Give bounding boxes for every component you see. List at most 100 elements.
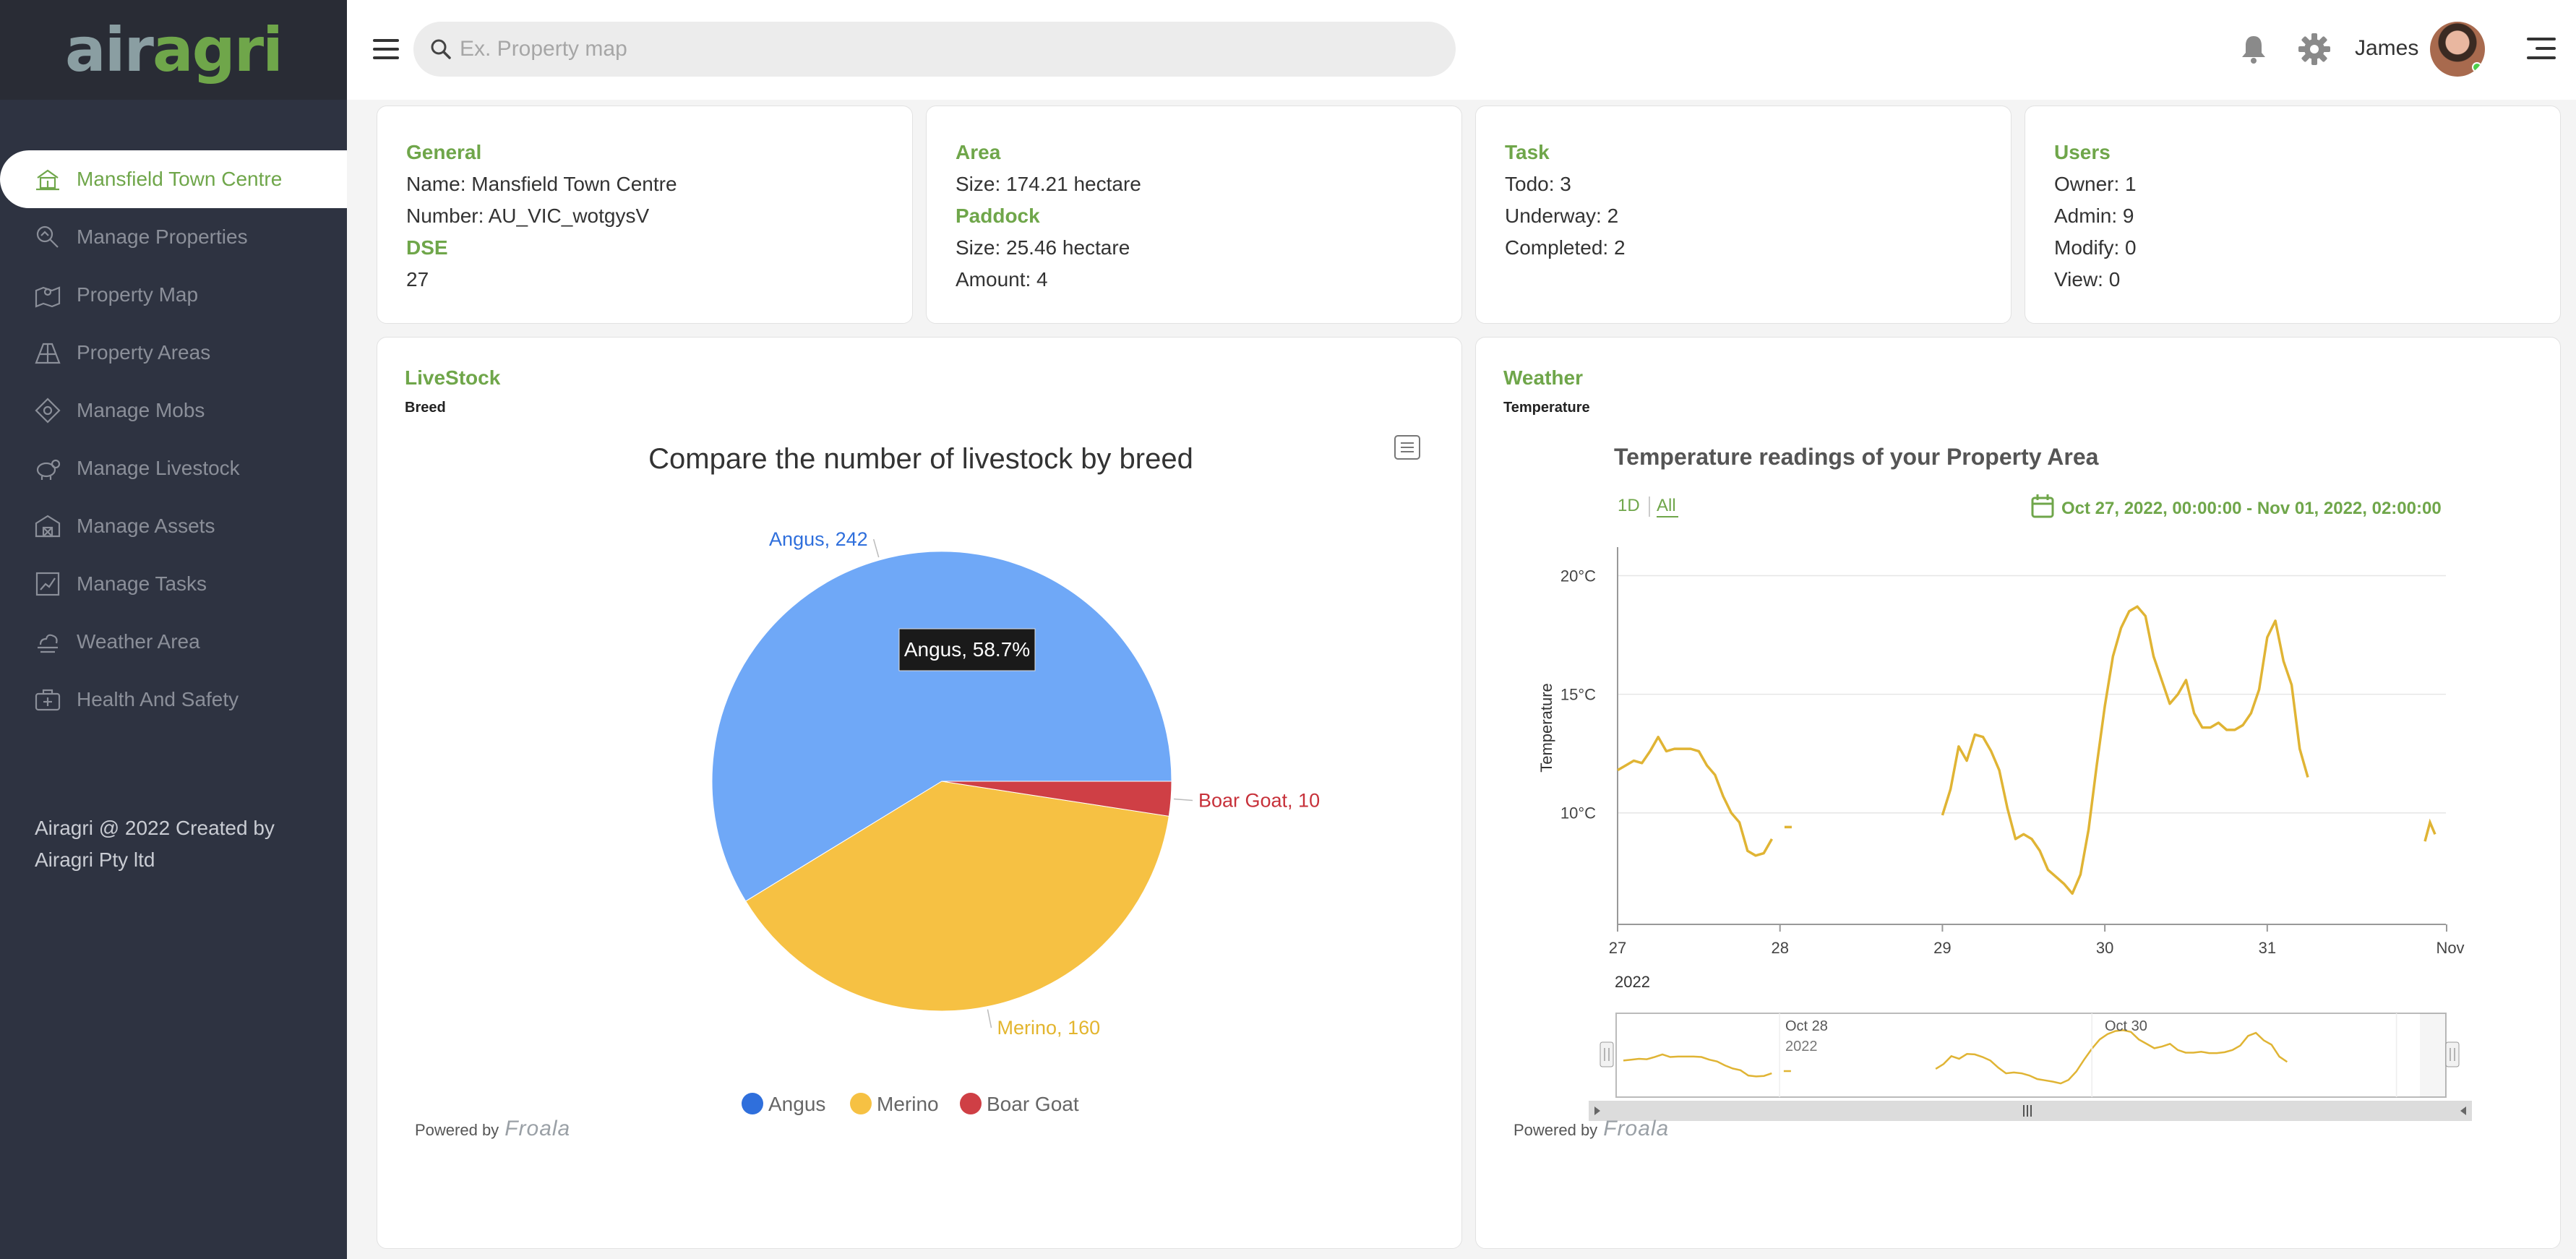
mob-icon <box>33 396 62 425</box>
weather-powered-by[interactable]: Powered by Froala <box>1514 1117 1670 1140</box>
y-tick-label: 15°C <box>1560 686 1596 704</box>
temp-chart-title: Temperature readings of your Property Ar… <box>1614 444 2099 470</box>
online-status-dot <box>2472 62 2482 72</box>
sidebar-item-manage-tasks[interactable]: Manage Tasks <box>0 555 347 613</box>
farmhouse-icon <box>33 165 62 194</box>
pie-slice-boar-goat[interactable] <box>941 781 1172 817</box>
time-navigator[interactable]: Oct 28 2022 Oct 30 <box>1600 1013 2460 1098</box>
scroll-right-arrow-icon[interactable] <box>2460 1107 2466 1115</box>
legend-marker <box>850 1093 872 1114</box>
sidebar-item-weather-area[interactable]: Weather Area <box>0 613 347 671</box>
username[interactable]: James <box>2355 36 2419 60</box>
temperature-series-tail <box>2423 818 2437 842</box>
general-card: General Name: Mansfield Town Centre Numb… <box>377 106 913 324</box>
task-underway: Underway: 2 <box>1505 205 1619 227</box>
sidebar-item-label: Property Areas <box>77 341 211 364</box>
sidebar-item-manage-assets[interactable]: Manage Assets <box>0 497 347 555</box>
task-todo: Todo: 3 <box>1505 173 1571 195</box>
pie-slice-merino[interactable] <box>745 781 1169 1012</box>
pie-slice-angus[interactable] <box>711 551 1172 902</box>
users-title: Users <box>2054 141 2111 163</box>
sidebar-item-manage-properties[interactable]: Manage Properties <box>0 208 347 266</box>
users-owner: Owner: 1 <box>2054 173 2137 195</box>
hamburger-menu-icon[interactable] <box>373 39 399 59</box>
paddock-amount: Amount: 4 <box>956 268 1048 291</box>
livestock-powered-by[interactable]: Powered by Froala <box>415 1117 571 1140</box>
chart-menu-icon[interactable] <box>1394 435 1420 460</box>
legend-label: Angus <box>768 1093 825 1115</box>
legend-item-merino[interactable]: Merino <box>850 1093 939 1115</box>
users-modify: Modify: 0 <box>2054 236 2137 259</box>
temperature-series-line[interactable] <box>1617 605 2309 895</box>
legend-item-boar-goat[interactable]: Boar Goat <box>960 1093 1079 1115</box>
sidebar-item-label: Mansfield Town Centre <box>77 168 283 190</box>
first-aid-kit-icon <box>33 685 62 714</box>
sidebar-item-property-map[interactable]: Property Map <box>0 266 347 324</box>
weather-card: Weather Temperature Temperature readings… <box>1475 337 2561 1249</box>
logo-bar: airagri <box>0 0 347 100</box>
navigator-scrollbar[interactable] <box>1589 1101 2472 1121</box>
area-card: Area Size: 174.21 hectare Paddock Size: … <box>926 106 1462 324</box>
users-card: Users Owner: 1 Admin: 9 Modify: 0 View: … <box>2025 106 2561 324</box>
search-input[interactable] <box>460 37 1399 61</box>
pie-chart-title: Compare the number of livestock by breed <box>648 443 1193 475</box>
date-range-picker[interactable]: Oct 27, 2022, 00:00:00 - Nov 01, 2022, 0… <box>2061 499 2442 518</box>
calendar-icon[interactable] <box>2031 494 2054 518</box>
search-bar[interactable] <box>413 22 1456 77</box>
dse-label: DSE <box>406 236 448 259</box>
sidebar-item-label: Manage Tasks <box>77 572 207 595</box>
sidebar-item-property-areas[interactable]: Property Areas <box>0 324 347 382</box>
range-1d-button[interactable]: 1D <box>1618 496 1640 515</box>
map-pin-icon <box>33 280 62 309</box>
pie-data-label: Boar Goat, 10 <box>1198 790 1320 812</box>
sidebar-item-mansfield-town-centre[interactable]: Mansfield Town Centre <box>0 150 347 208</box>
temperature-line-chart: Temperature readings of your Property Ar… <box>1537 444 2472 1121</box>
navigator-left-handle[interactable] <box>1600 1041 1614 1067</box>
sidebar-item-health-and-safety[interactable]: Health And Safety <box>0 671 347 729</box>
sidebar-item-label: Manage Livestock <box>77 457 240 479</box>
temp-y-axis-label: Temperature <box>1537 683 1555 773</box>
scroll-left-arrow-icon[interactable] <box>1594 1107 1600 1115</box>
range-all-button[interactable]: All <box>1657 496 1676 515</box>
scrollbar-thumb-grip-icon[interactable] <box>2023 1105 2032 1117</box>
sidebar-item-label: Manage Assets <box>77 515 215 537</box>
gear-icon[interactable] <box>2297 32 2332 66</box>
dse-value: 27 <box>406 268 429 291</box>
nav-label-oct28: Oct 28 <box>1785 1018 1828 1034</box>
nav-label-year: 2022 <box>1785 1039 1818 1054</box>
weather-subtitle: Temperature <box>1503 400 1590 416</box>
y-tick-label: 20°C <box>1560 567 1596 585</box>
froala-logo: Froala <box>1603 1117 1670 1140</box>
bell-icon[interactable] <box>2239 33 2268 65</box>
field-area-icon <box>33 338 62 367</box>
task-title: Task <box>1505 141 1550 163</box>
x-tick-label: 30 <box>2096 939 2113 957</box>
x-tick-label: 29 <box>1933 939 1951 957</box>
property-name: Name: Mansfield Town Centre <box>406 173 677 195</box>
navigator-right-handle[interactable] <box>2445 1041 2460 1067</box>
y-tick-label: 10°C <box>1560 804 1596 822</box>
legend-marker <box>960 1093 982 1114</box>
livestock-pie-chart: Compare the number of livestock by breed… <box>648 435 1420 1115</box>
task-card: Task Todo: 3 Underway: 2 Completed: 2 <box>1475 106 2012 324</box>
sidebar-item-label: Manage Mobs <box>77 399 205 421</box>
sidebar-item-label: Weather Area <box>77 630 200 653</box>
property-number: Number: AU_VIC_wotgysV <box>406 205 650 227</box>
nav-label-oct30: Oct 30 <box>2105 1018 2147 1034</box>
froala-logo: Froala <box>505 1117 571 1140</box>
sidebar-item-manage-mobs[interactable]: Manage Mobs <box>0 382 347 439</box>
legend-marker <box>742 1093 763 1114</box>
avatar[interactable] <box>2430 22 2485 77</box>
task-completed: Completed: 2 <box>1505 236 1626 259</box>
right-menu-icon[interactable] <box>2527 38 2556 59</box>
legend-item-angus[interactable]: Angus <box>742 1093 825 1115</box>
general-title: General <box>406 141 482 163</box>
x-tick-label: Nov <box>2436 939 2464 957</box>
sidebar-item-manage-livestock[interactable]: Manage Livestock <box>0 439 347 497</box>
area-size: Size: 174.21 hectare <box>956 173 1141 195</box>
search-property-icon <box>33 223 62 252</box>
pie-data-label: Merino, 160 <box>997 1017 1101 1039</box>
airagri-logo[interactable]: airagri <box>65 14 283 85</box>
x-tick-label: 31 <box>2259 939 2276 957</box>
pie-tooltip-text: Angus, 58.7% <box>904 638 1030 661</box>
